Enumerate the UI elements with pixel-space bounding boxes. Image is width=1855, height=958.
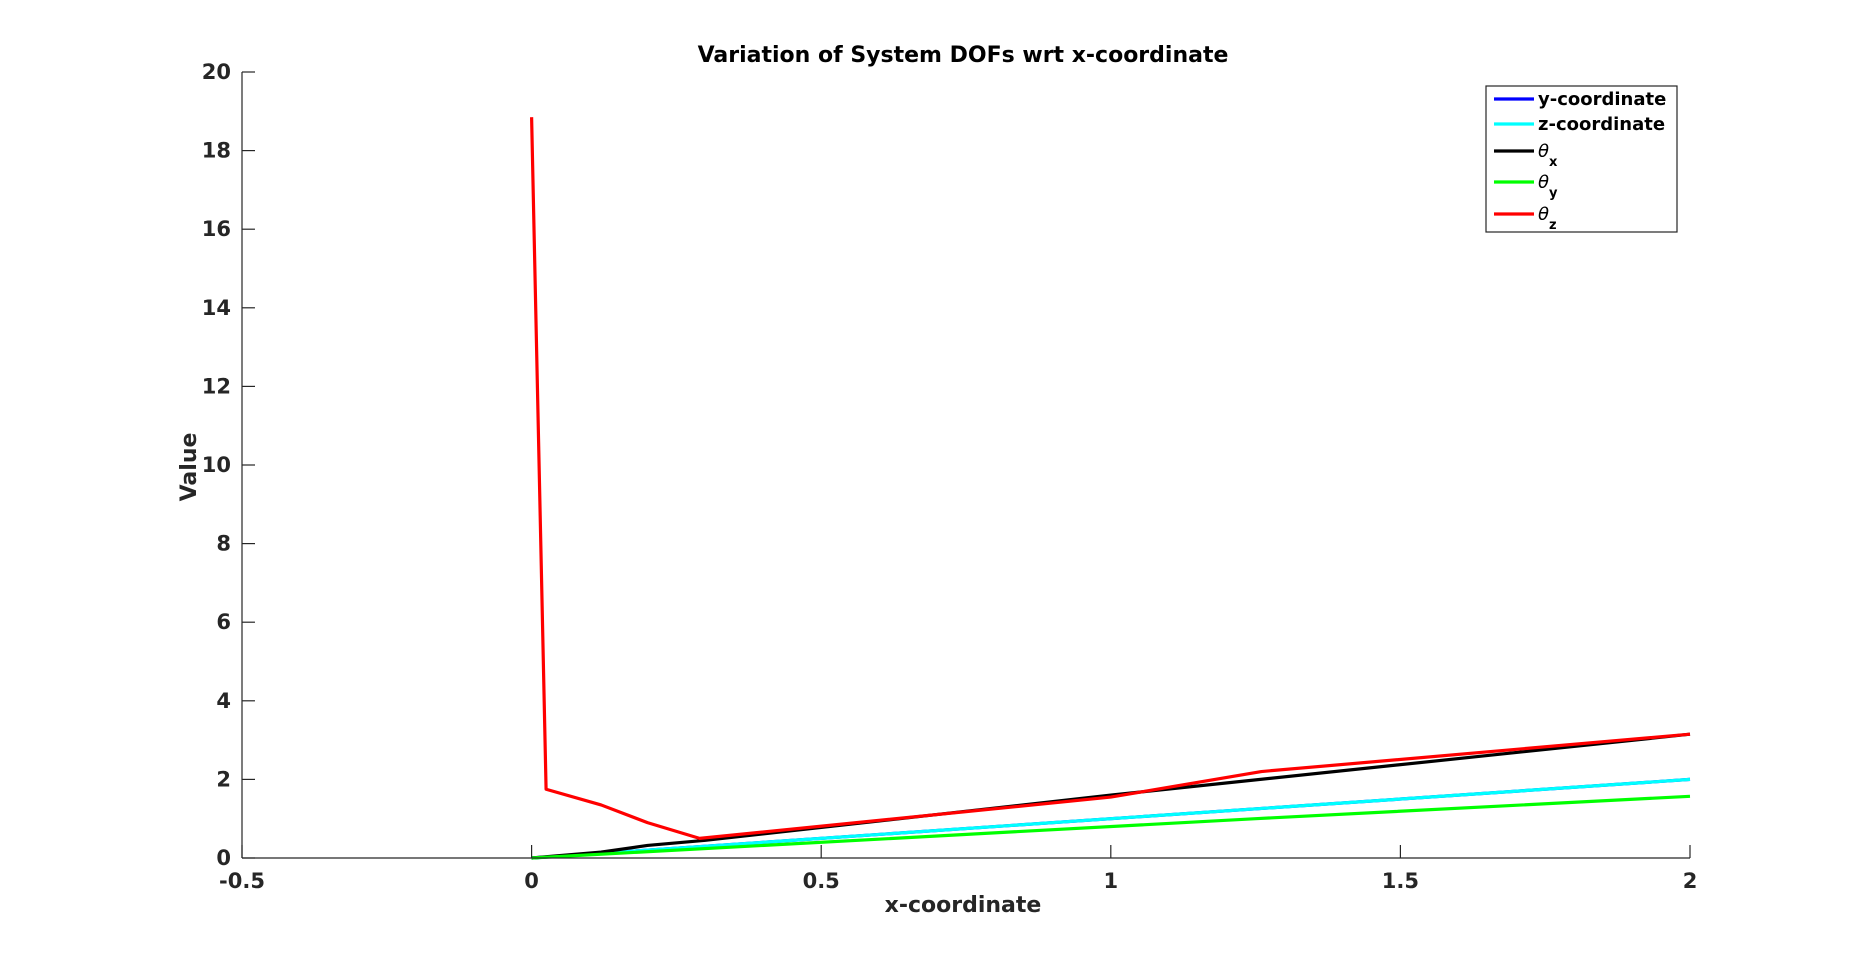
y-tick-label: 6 [216, 610, 231, 634]
series-line-4 [530, 117, 1691, 840]
y-tick-label: 10 [202, 453, 231, 477]
y-tick-label: 0 [216, 846, 231, 870]
y-tick-label: 20 [202, 60, 231, 84]
x-tick-label: 0 [524, 869, 539, 893]
y-tick-label: 8 [216, 532, 231, 556]
plot-area [242, 72, 1690, 858]
x-tick-label: 1.5 [1382, 869, 1419, 893]
legend-box [1485, 85, 1678, 233]
y-tick-label: 2 [216, 767, 231, 791]
y-tick-label: 14 [202, 296, 231, 320]
y-tick-label: 18 [202, 139, 231, 163]
y-tick-label: 16 [202, 217, 231, 241]
legend-label-4: θz [1538, 204, 1557, 233]
y-axis-label: Value [177, 433, 202, 502]
x-axis-label: x-coordinate [885, 893, 1042, 918]
legend-label-2: θx [1538, 141, 1558, 170]
chart-title: Variation of System DOFs wrt x-coordinat… [698, 43, 1229, 68]
x-tick-label: 0.5 [803, 869, 840, 893]
legend-label-3: θy [1538, 172, 1558, 201]
legend-label-1: z-coordinate [1538, 114, 1665, 135]
x-tick-label: -0.5 [219, 869, 265, 893]
x-tick-label: 2 [1683, 869, 1698, 893]
x-tick-label: 1 [1103, 869, 1118, 893]
series-line-1 [531, 777, 1691, 860]
series-line-2 [531, 732, 1691, 860]
series-line-3 [531, 794, 1691, 860]
series-layer [530, 117, 1691, 860]
y-tick-label: 12 [202, 374, 231, 398]
legend-label-0: y-coordinate [1538, 89, 1666, 110]
y-tick-label: 4 [216, 689, 231, 713]
